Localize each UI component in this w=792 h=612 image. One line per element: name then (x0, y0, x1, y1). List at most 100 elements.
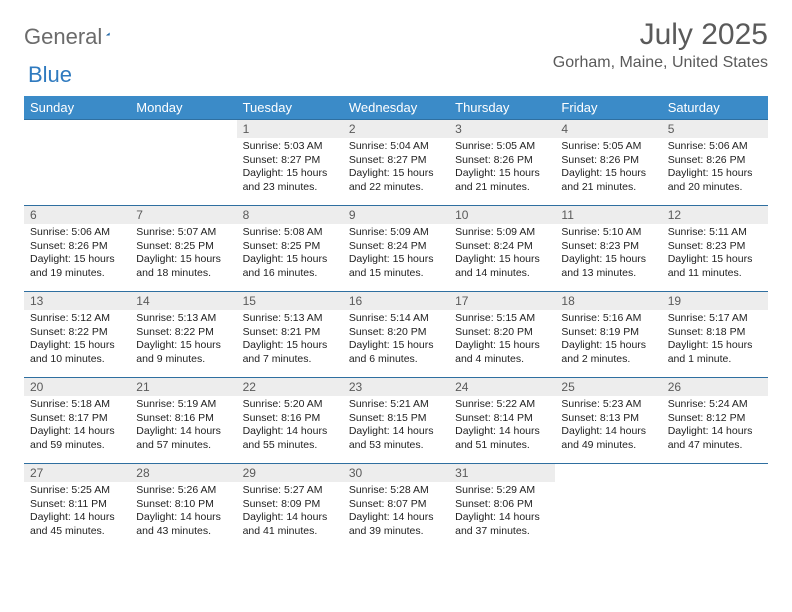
calendar-day: 18 Sunrise: 5:16 AMSunset: 8:19 PMDayligh… (555, 292, 661, 378)
sunset-text: Sunset: 8:26 PM (30, 240, 124, 254)
calendar-day: 23Sunrise: 5:21 AMSunset: 8:15 PMDayligh… (343, 378, 449, 464)
sunrise-text: Sunrise: 5:10 AM (561, 226, 655, 240)
day-details: Sunrise: 5:07 AMSunset: 8:25 PMDaylight:… (130, 224, 236, 283)
calendar-empty (555, 464, 661, 550)
logo-text-general: General (24, 24, 102, 50)
calendar-day: 8Sunrise: 5:08 AMSunset: 8:25 PMDaylight… (237, 206, 343, 292)
calendar-day: 20Sunrise: 5:18 AMSunset: 8:17 PMDayligh… (24, 378, 130, 464)
day-header: Sunday (24, 96, 130, 120)
day-number: 29 (237, 464, 343, 482)
calendar-day: 10Sunrise: 5:09 AMSunset: 8:24 PMDayligh… (449, 206, 555, 292)
daylight-text: Daylight: 15 hours and 7 minutes. (243, 339, 337, 366)
sunset-text: Sunset: 8:09 PM (243, 498, 337, 512)
daylight-text: Daylight: 14 hours and 53 minutes. (349, 425, 443, 452)
day-number: 7 (130, 206, 236, 224)
sunrise-text: Sunrise: 5:06 AM (30, 226, 124, 240)
sunrise-text: Sunrise: 5:05 AM (561, 140, 655, 154)
day-details: Sunrise: 5:10 AMSunset: 8:23 PMDaylight:… (555, 224, 661, 283)
daylight-text: Daylight: 14 hours and 47 minutes. (668, 425, 762, 452)
day-number: 30 (343, 464, 449, 482)
day-number: 17 (449, 292, 555, 310)
daylight-text: Daylight: 15 hours and 15 minutes. (349, 253, 443, 280)
calendar-day: 30Sunrise: 5:28 AMSunset: 8:07 PMDayligh… (343, 464, 449, 550)
calendar-day: 27Sunrise: 5:25 AMSunset: 8:11 PMDayligh… (24, 464, 130, 550)
day-details: Sunrise: 5:13 AMSunset: 8:21 PMDaylight:… (237, 310, 343, 369)
sunset-text: Sunset: 8:20 PM (349, 326, 443, 340)
day-number: 16 (343, 292, 449, 310)
daylight-text: Daylight: 15 hours and 6 minutes. (349, 339, 443, 366)
day-number: 19 (662, 292, 768, 310)
calendar-day: 9Sunrise: 5:09 AMSunset: 8:24 PMDaylight… (343, 206, 449, 292)
sunrise-text: Sunrise: 5:25 AM (30, 484, 124, 498)
calendar-empty (24, 120, 130, 206)
sunset-text: Sunset: 8:24 PM (455, 240, 549, 254)
sunrise-text: Sunrise: 5:24 AM (668, 398, 762, 412)
sunrise-text: Sunrise: 5:08 AM (243, 226, 337, 240)
day-details: Sunrise: 5:23 AMSunset: 8:13 PMDaylight:… (555, 396, 661, 455)
day-number: 2 (343, 120, 449, 138)
daylight-text: Daylight: 15 hours and 19 minutes. (30, 253, 124, 280)
daylight-text: Daylight: 15 hours and 9 minutes. (136, 339, 230, 366)
day-number: 18 (555, 292, 661, 310)
day-number: 22 (237, 378, 343, 396)
sunrise-text: Sunrise: 5:21 AM (349, 398, 443, 412)
sunrise-text: Sunrise: 5:04 AM (349, 140, 443, 154)
sunset-text: Sunset: 8:07 PM (349, 498, 443, 512)
sunset-text: Sunset: 8:23 PM (561, 240, 655, 254)
sunrise-text: Sunrise: 5:23 AM (561, 398, 655, 412)
day-details: Sunrise: 5:13 AMSunset: 8:22 PMDaylight:… (130, 310, 236, 369)
daylight-text: Daylight: 15 hours and 4 minutes. (455, 339, 549, 366)
day-details: Sunrise: 5:11 AMSunset: 8:23 PMDaylight:… (662, 224, 768, 283)
sunset-text: Sunset: 8:11 PM (30, 498, 124, 512)
sunrise-text: Sunrise: 5:13 AM (136, 312, 230, 326)
day-details: Sunrise: 5:08 AMSunset: 8:25 PMDaylight:… (237, 224, 343, 283)
daylight-text: Daylight: 14 hours and 51 minutes. (455, 425, 549, 452)
calendar-day: 24Sunrise: 5:22 AMSunset: 8:14 PMDayligh… (449, 378, 555, 464)
calendar-day: 4Sunrise: 5:05 AMSunset: 8:26 PMDaylight… (555, 120, 661, 206)
day-header: Monday (130, 96, 236, 120)
sunset-text: Sunset: 8:27 PM (349, 154, 443, 168)
sunrise-text: Sunrise: 5:27 AM (243, 484, 337, 498)
sunset-text: Sunset: 8:20 PM (455, 326, 549, 340)
day-header: Saturday (662, 96, 768, 120)
day-number: 26 (662, 378, 768, 396)
calendar-day: 14Sunrise: 5:13 AMSunset: 8:22 PMDayligh… (130, 292, 236, 378)
calendar-day: 31Sunrise: 5:29 AMSunset: 8:06 PMDayligh… (449, 464, 555, 550)
sunrise-text: Sunrise: 5:03 AM (243, 140, 337, 154)
day-number: 1 (237, 120, 343, 138)
daylight-text: Daylight: 15 hours and 2 minutes. (561, 339, 655, 366)
calendar-day: 16Sunrise: 5:14 AMSunset: 8:20 PMDayligh… (343, 292, 449, 378)
day-number: 5 (662, 120, 768, 138)
sunset-text: Sunset: 8:25 PM (136, 240, 230, 254)
daylight-text: Daylight: 14 hours and 57 minutes. (136, 425, 230, 452)
sunrise-text: Sunrise: 5:13 AM (243, 312, 337, 326)
sunset-text: Sunset: 8:15 PM (349, 412, 443, 426)
day-details: Sunrise: 5:14 AMSunset: 8:20 PMDaylight:… (343, 310, 449, 369)
calendar-week: 13Sunrise: 5:12 AMSunset: 8:22 PMDayligh… (24, 292, 768, 378)
day-details: Sunrise: 5:03 AMSunset: 8:27 PMDaylight:… (237, 138, 343, 197)
day-details: Sunrise: 5:18 AMSunset: 8:17 PMDaylight:… (24, 396, 130, 455)
sunset-text: Sunset: 8:06 PM (455, 498, 549, 512)
day-number: 14 (130, 292, 236, 310)
daylight-text: Daylight: 14 hours and 37 minutes. (455, 511, 549, 538)
sunset-text: Sunset: 8:19 PM (561, 326, 655, 340)
sunrise-text: Sunrise: 5:29 AM (455, 484, 549, 498)
calendar-week: 6Sunrise: 5:06 AMSunset: 8:26 PMDaylight… (24, 206, 768, 292)
calendar-day: 21Sunrise: 5:19 AMSunset: 8:16 PMDayligh… (130, 378, 236, 464)
sunrise-text: Sunrise: 5:28 AM (349, 484, 443, 498)
sunrise-text: Sunrise: 5:09 AM (455, 226, 549, 240)
calendar-week: 27Sunrise: 5:25 AMSunset: 8:11 PMDayligh… (24, 464, 768, 550)
sunset-text: Sunset: 8:24 PM (349, 240, 443, 254)
day-details: Sunrise: 5:26 AMSunset: 8:10 PMDaylight:… (130, 482, 236, 541)
sunrise-text: Sunrise: 5:18 AM (30, 398, 124, 412)
sunset-text: Sunset: 8:16 PM (136, 412, 230, 426)
day-header: Wednesday (343, 96, 449, 120)
day-number: 11 (555, 206, 661, 224)
calendar-day: 28Sunrise: 5:26 AMSunset: 8:10 PMDayligh… (130, 464, 236, 550)
calendar-day: 5Sunrise: 5:06 AMSunset: 8:26 PMDaylight… (662, 120, 768, 206)
day-details: Sunrise: 5:29 AMSunset: 8:06 PMDaylight:… (449, 482, 555, 541)
sunrise-text: Sunrise: 5:16 AM (561, 312, 655, 326)
calendar-day: 7Sunrise: 5:07 AMSunset: 8:25 PMDaylight… (130, 206, 236, 292)
daylight-text: Daylight: 15 hours and 10 minutes. (30, 339, 124, 366)
sunrise-text: Sunrise: 5:14 AM (349, 312, 443, 326)
